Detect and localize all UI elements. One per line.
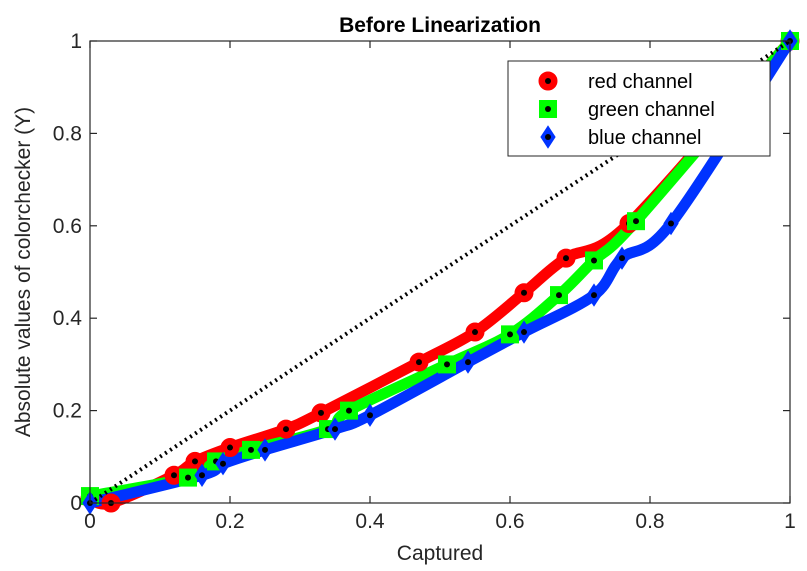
marker-center-dot (507, 331, 513, 338)
data-point-green-channel (242, 440, 260, 459)
data-point-blue-channel (257, 438, 273, 462)
series-markers (80, 29, 800, 515)
data-point-red-channel (311, 403, 331, 423)
data-point-blue-channel (663, 211, 679, 236)
marker-center-dot (199, 472, 205, 479)
legend-item-red-channel: red channel (538, 71, 693, 93)
marker-center-dot (416, 359, 422, 366)
data-point-green-channel (585, 251, 603, 270)
data-point-green-channel (627, 212, 645, 231)
legend: red channel green channel blue channel (507, 60, 771, 157)
data-point-blue-channel (586, 283, 602, 307)
x-tick-label: 0.8 (635, 510, 664, 533)
y-tick-label: 0.8 (53, 122, 82, 145)
x-tick-label: 1 (784, 510, 796, 533)
x-tick-label: 0 (84, 510, 96, 533)
y-tick-label: 0.6 (53, 215, 82, 238)
data-point-blue-channel (215, 452, 231, 476)
data-point-blue-channel (327, 417, 343, 441)
plot-frame (89, 40, 791, 504)
x-axis-ticks: 0 0.2 0.4 0.6 0.8 1 (84, 41, 796, 533)
marker-center-dot (591, 257, 597, 264)
marker-center-dot (521, 329, 527, 336)
legend-item-green-channel: green channel (539, 99, 715, 121)
data-point-blue-channel (362, 403, 378, 427)
data-point-blue-channel (614, 246, 630, 270)
marker-center-dot (444, 361, 450, 368)
y-axis-ticks: 0 0.2 0.4 0.6 0.8 1 (53, 30, 790, 515)
marker-center-dot (668, 220, 674, 227)
data-point-green-channel (501, 325, 519, 344)
legend-label: blue channel (588, 127, 701, 149)
y-tick-label: 1 (70, 30, 82, 53)
data-point-blue-channel (516, 320, 532, 344)
data-point-red-channel (220, 438, 240, 458)
data-point-green-channel (550, 286, 568, 305)
marker-center-dot (556, 292, 562, 299)
marker-center-dot (318, 409, 324, 416)
data-point-green-channel (179, 468, 197, 487)
marker-center-dot (248, 446, 254, 453)
x-tick-label: 0.4 (355, 510, 385, 533)
data-point-blue-channel (460, 350, 476, 374)
x-tick-label: 0.2 (215, 510, 244, 533)
marker-center-dot (283, 426, 289, 433)
data-point-green-channel (438, 355, 456, 374)
marker-center-dot (633, 218, 639, 225)
marker-center-dot (367, 412, 373, 419)
marker-center-dot (563, 255, 569, 262)
marker-center-dot (185, 474, 191, 481)
y-axis-label: Absolute values of colorchecker (Y) (12, 107, 35, 437)
data-point-red-channel (465, 322, 485, 342)
marker-center-dot (262, 446, 268, 453)
data-point-red-channel (409, 352, 429, 372)
data-point-green-channel (340, 401, 358, 420)
y-tick-label: 0.4 (53, 307, 83, 330)
marker-center-dot (545, 78, 551, 84)
reference-diagonal (88, 39, 792, 505)
x-axis-label: Captured (397, 542, 483, 565)
chart-title: Before Linearization (339, 14, 541, 37)
data-point-red-channel (514, 283, 534, 303)
legend-label: green channel (588, 99, 715, 121)
marker-center-dot (591, 292, 597, 299)
marker-center-dot (346, 407, 352, 414)
marker-center-dot (227, 444, 233, 451)
data-point-blue-channel (194, 463, 210, 487)
data-point-red-channel (276, 419, 296, 439)
y-tick-label: 0 (70, 492, 82, 515)
marker-center-dot (192, 458, 198, 465)
marker-center-dot (465, 359, 471, 366)
marker-center-dot (220, 460, 226, 467)
legend-label: red channel (588, 71, 693, 93)
data-point-red-channel (556, 248, 576, 268)
marker-center-dot (545, 134, 551, 140)
marker-center-dot (619, 255, 625, 262)
legend-item-blue-channel: blue channel (540, 125, 701, 149)
marker-center-dot (545, 106, 551, 112)
marker-center-dot (521, 289, 527, 296)
marker-center-dot (332, 426, 338, 433)
y-tick-label: 0.2 (53, 400, 82, 423)
x-tick-label: 0.6 (495, 510, 524, 533)
marker-center-dot (171, 472, 177, 479)
marker-center-dot (472, 329, 478, 336)
